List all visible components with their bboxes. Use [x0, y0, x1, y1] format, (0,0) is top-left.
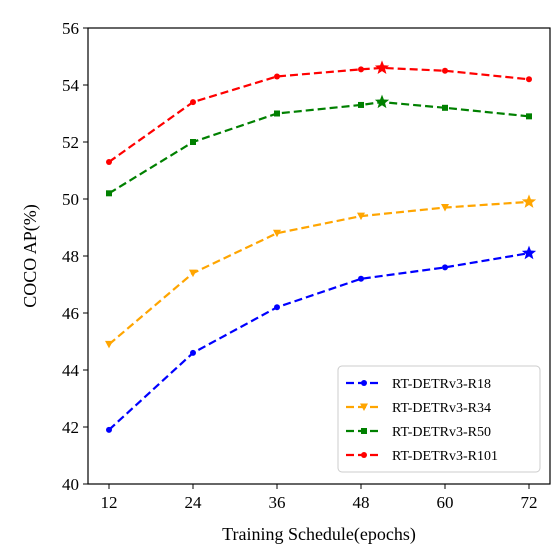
x-axis: 12 24 36 48 60 72: [101, 484, 538, 512]
y-tick-label: 50: [62, 190, 79, 209]
y-tick-label: 40: [62, 475, 79, 494]
data-point: [190, 99, 196, 106]
data-point: [526, 76, 532, 83]
data-point: [358, 275, 364, 282]
y-tick-label: 52: [62, 133, 79, 152]
plot-markers: [105, 60, 537, 433]
best-point-star: [374, 94, 390, 109]
x-tick-label: 72: [521, 493, 538, 512]
x-axis-label: Training Schedule(epochs): [222, 524, 416, 545]
y-tick-label: 54: [62, 76, 80, 95]
y-axis: 40 42 44 46 48 50 52 54 56: [62, 19, 88, 494]
data-point: [105, 340, 113, 349]
legend-marker: [360, 403, 368, 411]
series-line: [108, 200, 530, 346]
x-tick-label: 24: [185, 493, 203, 512]
data-point: [442, 104, 448, 111]
best-point-star: [374, 60, 390, 74]
data-point: [358, 66, 364, 73]
legend-box: [337, 365, 541, 473]
data-point: [106, 190, 112, 197]
series-line: [108, 66, 530, 163]
x-tick-label: 36: [269, 493, 286, 512]
legend-marker: [361, 380, 367, 386]
data-point: [441, 204, 449, 212]
y-tick-label: 44: [62, 361, 80, 380]
data-point: [106, 426, 112, 433]
data-point: [274, 304, 280, 311]
x-tick-label: 12: [101, 493, 118, 512]
y-tick-label: 56: [62, 19, 79, 38]
y-tick-label: 48: [62, 247, 79, 266]
x-tick-label: 48: [353, 493, 370, 512]
data-point: [358, 101, 364, 108]
data-point: [357, 212, 365, 221]
data-point: [189, 269, 197, 278]
legend-marker: [361, 428, 367, 434]
legend-marker: [361, 452, 367, 458]
series-line: [108, 252, 530, 431]
y-tick-label: 42: [62, 418, 79, 437]
data-point: [274, 110, 280, 117]
y-tick-label: 46: [62, 304, 79, 323]
legend-label: RT-DETRv3-R34: [392, 401, 491, 416]
data-point: [273, 229, 281, 238]
data-point: [274, 73, 280, 80]
legend-label: RT-DETRv3-R50: [392, 425, 491, 440]
data-point: [106, 158, 112, 165]
legend: RT-DETRv3-R18 RT-DETRv3-R34 RT-DETRv3-R50 R…: [337, 365, 541, 473]
x-tick-label: 60: [437, 493, 454, 512]
data-point: [190, 139, 196, 145]
data-point: [190, 349, 196, 356]
data-point: [442, 264, 448, 271]
best-point-star: [521, 245, 537, 260]
legend-label: RT-DETRv3-R18: [392, 377, 491, 392]
y-axis-label: COCO AP(%): [20, 204, 41, 308]
legend-label: RT-DETRv3-R101: [392, 449, 498, 464]
data-point: [526, 113, 532, 120]
best-point-star: [521, 194, 537, 208]
data-point: [442, 67, 448, 74]
